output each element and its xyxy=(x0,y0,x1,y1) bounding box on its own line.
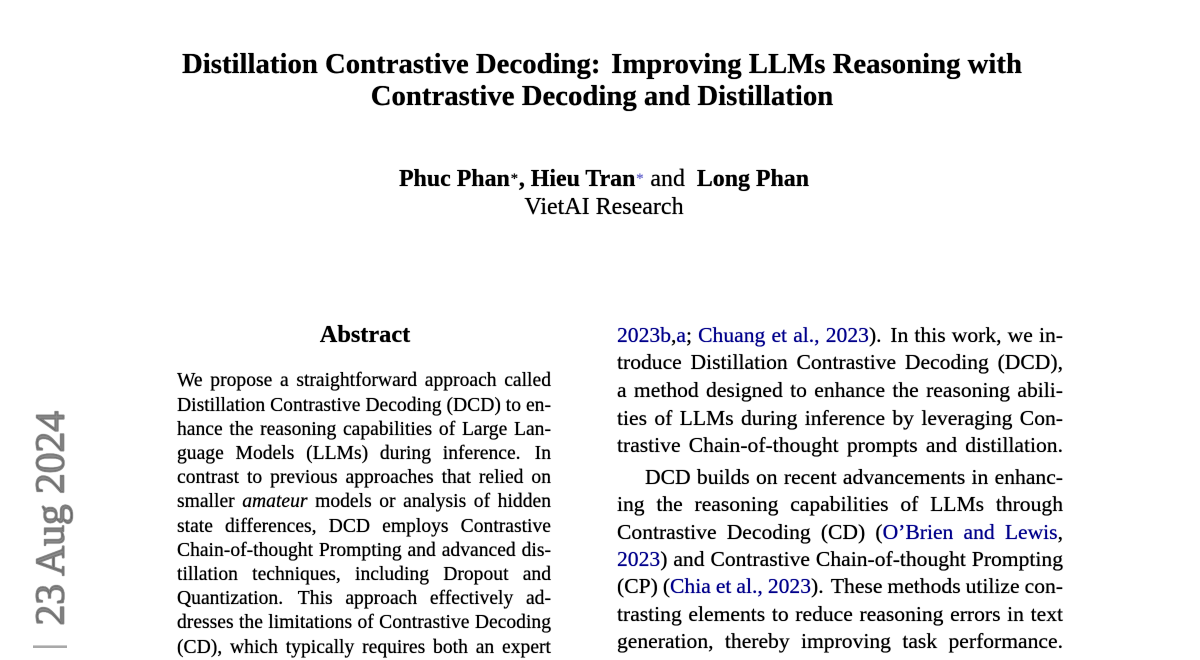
svg-text:23 Aug 2024: 23 Aug 2024 xyxy=(27,411,73,626)
